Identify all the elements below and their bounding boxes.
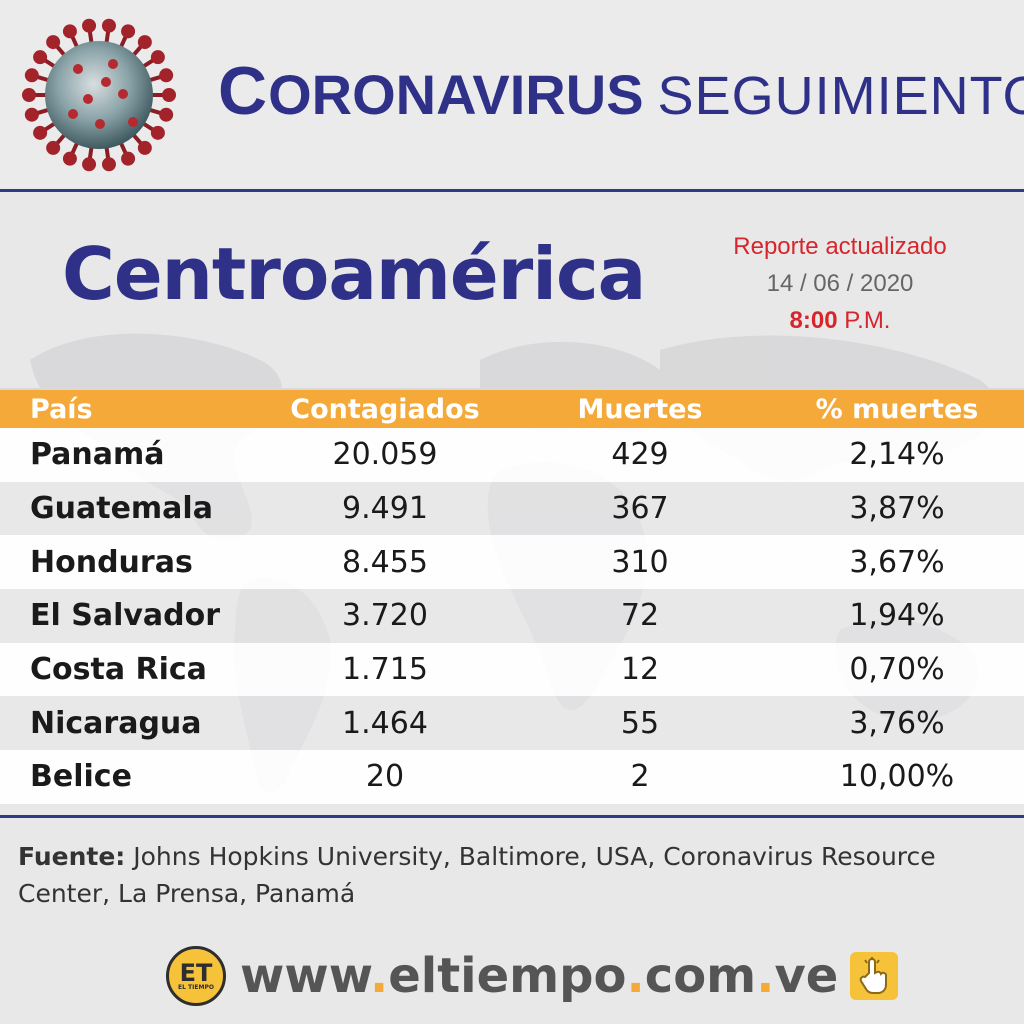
value-cell: 20.059: [332, 437, 438, 473]
value-cell: 2,14%: [849, 437, 945, 473]
country-cell: Belice: [30, 759, 132, 795]
table-row: Honduras 8.455 310 3,67%: [0, 535, 1024, 590]
pointing-hand-icon[interactable]: [850, 952, 899, 1000]
title-sub: SEGUIMIENTO: [657, 66, 1024, 126]
value-cell: 9.491: [342, 491, 428, 527]
report-info: Reporte actualizado 14 / 06 / 2020 8:00 …: [720, 228, 960, 339]
source-note: Fuente: Johns Hopkins University, Baltim…: [18, 838, 1008, 912]
country-cell: Costa Rica: [30, 652, 207, 688]
value-cell: 1.715: [342, 652, 428, 688]
value-cell: 2: [630, 759, 650, 795]
report-date: 14 / 06 / 2020: [766, 270, 914, 297]
table-bottom-divider: [0, 815, 1024, 818]
title-first-letter: C: [218, 53, 269, 129]
value-cell: 1,94%: [849, 598, 945, 634]
report-time-value: 8:00: [789, 307, 838, 334]
table-row: El Salvador 3.720 72 1,94%: [0, 589, 1024, 643]
value-cell: 310: [611, 544, 669, 580]
table-body: Panamá 20.059 429 2,14% Guatemala 9.491 367 3,8…: [0, 428, 1024, 804]
value-cell: 367: [611, 491, 669, 527]
header: CORONAVIRUS SEGUIMIENTO: [0, 0, 1024, 190]
url-dot: .: [756, 948, 775, 1004]
url-dot: .: [626, 948, 645, 1004]
logo-subtext: EL TIEMPO: [178, 983, 214, 991]
value-cell: 3,76%: [849, 705, 945, 741]
report-time: 8:00 P.M.: [720, 302, 960, 339]
logo-text: ET: [179, 958, 213, 987]
value-cell: 8.455: [342, 544, 428, 580]
country-cell: Panamá: [30, 437, 165, 473]
table-row: Guatemala 9.491 367 3,87%: [0, 481, 1024, 536]
region-title: Centroamérica: [62, 232, 646, 316]
column-header: Contagiados: [290, 393, 480, 425]
table-row: Nicaragua 1.464 55 3,76%: [0, 696, 1024, 751]
report-time-ampm: P.M.: [844, 307, 891, 334]
source-text: Johns Hopkins University, Baltimore, USA…: [18, 842, 936, 908]
value-cell: 12: [620, 652, 660, 688]
header-divider: [0, 189, 1024, 192]
value-cell: 1.464: [342, 705, 428, 741]
header-title: CORONAVIRUS SEGUIMIENTO: [218, 52, 1024, 130]
country-cell: Guatemala: [30, 491, 213, 527]
column-header: % muertes: [815, 393, 979, 425]
footer: ET EL TIEMPO www.eltiempo.com.ve: [166, 944, 899, 1008]
country-cell: Honduras: [30, 544, 193, 580]
country-cell: Nicaragua: [30, 705, 202, 741]
url-part: www: [240, 948, 370, 1004]
value-cell: 55: [620, 705, 660, 741]
url-part: eltiempo: [388, 948, 627, 1004]
url-part: com: [644, 948, 757, 1004]
title-main-rest: ORONAVIRUS: [268, 63, 644, 126]
coronavirus-icon: [22, 18, 176, 172]
value-cell: 3,87%: [849, 491, 945, 527]
column-header: Muertes: [577, 393, 703, 425]
column-header: País: [30, 393, 93, 425]
value-cell: 3.720: [342, 598, 428, 634]
table-row: Belice 20 2 10,00%: [0, 750, 1024, 804]
table-top-line: [0, 388, 1024, 390]
table-header: País Contagiados Muertes % muertes: [0, 390, 1024, 428]
value-cell: 72: [620, 598, 660, 634]
source-label: Fuente:: [18, 842, 126, 871]
value-cell: 429: [611, 437, 669, 473]
report-label: Reporte actualizado: [733, 233, 947, 260]
website-link[interactable]: www.eltiempo.com.ve: [240, 948, 838, 1004]
value-cell: 0,70%: [849, 652, 945, 688]
data-table: País Contagiados Muertes % muertes Panam…: [0, 390, 1024, 804]
table-row: Panamá 20.059 429 2,14%: [0, 428, 1024, 482]
value-cell: 20: [365, 759, 405, 795]
url-part: ve: [774, 948, 839, 1004]
value-cell: 3,67%: [849, 544, 945, 580]
country-cell: El Salvador: [30, 598, 221, 634]
url-dot: .: [369, 948, 389, 1004]
et-logo[interactable]: ET EL TIEMPO: [166, 946, 226, 1006]
table-row: Costa Rica 1.715 12 0,70%: [0, 642, 1024, 697]
value-cell: 10,00%: [839, 759, 955, 795]
